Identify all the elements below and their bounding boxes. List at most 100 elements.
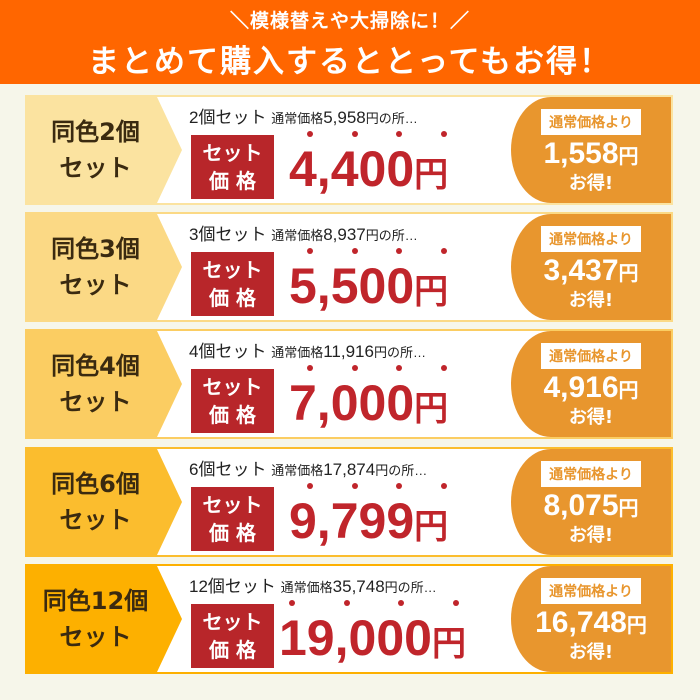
savings-amount: 1,558円 bbox=[511, 137, 671, 174]
otoku-text: お得! bbox=[568, 642, 614, 663]
set-price-value: 9,799 bbox=[289, 493, 415, 549]
set-price-value: 7,000 bbox=[289, 375, 415, 431]
emphasis-dot bbox=[452, 600, 459, 606]
regular-prefix: 通常価格 bbox=[271, 345, 324, 360]
set-label-line1: 同色2個 bbox=[51, 118, 140, 146]
header-title: まとめて購入するととってもお得！ bbox=[88, 44, 612, 80]
badge-line2: 価 格 bbox=[209, 403, 256, 427]
regular-price: 17,874 bbox=[323, 460, 376, 479]
otoku-text: お得! bbox=[568, 173, 614, 194]
set-count: 12個セット bbox=[189, 577, 276, 596]
emphasis-dot bbox=[307, 248, 313, 254]
set-label-line2: セット bbox=[59, 154, 132, 182]
emphasis-dot bbox=[440, 131, 447, 137]
emphasis-dot bbox=[440, 483, 447, 489]
set-label-line1: 同色4個 bbox=[51, 352, 140, 380]
yen-unit: 円 bbox=[414, 390, 449, 428]
badge-line2: 価 格 bbox=[209, 286, 256, 310]
emphasis-dot bbox=[307, 365, 313, 371]
set-price-value: 19,000 bbox=[279, 610, 432, 666]
price-row: 同色2個 セット 2個セット 通常価格5,958円の所… セット 価 格 4,4… bbox=[25, 95, 673, 205]
set-label: 同色2個 セット bbox=[27, 97, 182, 203]
regular-price: 8,937 bbox=[323, 225, 366, 244]
regular-suffix: 円の所… bbox=[384, 580, 437, 595]
emphasis-dot bbox=[307, 131, 313, 137]
regular-price: 11,916 bbox=[323, 342, 374, 361]
set-label-line1: 同色12個 bbox=[42, 587, 149, 615]
set-price-badge: セット 価 格 bbox=[191, 135, 274, 199]
yen-unit: 円 bbox=[414, 508, 449, 546]
set-label-line2: セット bbox=[59, 271, 132, 299]
yen-unit: 円 bbox=[618, 380, 639, 402]
savings-box: 通常価格より 16,748円 お得! bbox=[511, 566, 671, 672]
savings-box: 通常価格より 8,075円 お得! bbox=[511, 449, 671, 555]
savings-box: 通常価格より 4,916円 お得! bbox=[511, 331, 671, 437]
badge-line2: 価 格 bbox=[209, 521, 256, 545]
emphasis-dots bbox=[289, 600, 459, 606]
emphasis-dot bbox=[351, 131, 358, 137]
yen-unit: 円 bbox=[414, 156, 449, 194]
savings-amount: 8,075円 bbox=[511, 489, 671, 526]
header-subtitle: ＼模様替えや大掃除に！／ bbox=[229, 10, 470, 32]
savings-amount: 3,437円 bbox=[511, 254, 671, 291]
set-label-line2: セット bbox=[59, 388, 132, 416]
regular-price: 5,958 bbox=[323, 108, 366, 127]
savings-tag: 通常価格より bbox=[541, 578, 641, 604]
set-price: 19,000円 bbox=[279, 610, 466, 672]
badge-line1: セット bbox=[202, 258, 263, 282]
otoku-text: お得! bbox=[568, 407, 614, 428]
emphasis-dot bbox=[398, 600, 405, 606]
regular-suffix: 円の所… bbox=[373, 345, 426, 360]
price-row: 同色12個 セット 12個セット 通常価格35,748円の所… セット 価 格 … bbox=[25, 564, 673, 674]
emphasis-dot bbox=[351, 248, 358, 254]
set-price-value: 5,500 bbox=[289, 258, 415, 314]
header-banner: ＼模様替えや大掃除に！／ まとめて購入するととってもお得！ bbox=[0, 0, 700, 84]
emphasis-dot bbox=[440, 248, 447, 254]
emphasis-dots bbox=[307, 131, 447, 137]
badge-line2: 価 格 bbox=[209, 638, 256, 662]
emphasis-dot bbox=[396, 131, 403, 137]
badge-line1: セット bbox=[202, 141, 263, 165]
set-count: 3個セット bbox=[189, 225, 267, 244]
yen-unit: 円 bbox=[431, 625, 466, 663]
regular-price-line: 3個セット 通常価格8,937円の所… bbox=[189, 220, 418, 245]
yen-unit: 円 bbox=[626, 615, 647, 637]
emphasis-dot bbox=[396, 483, 403, 489]
yen-unit: 円 bbox=[414, 273, 449, 311]
set-label-line2: セット bbox=[59, 506, 132, 534]
savings-amount: 4,916円 bbox=[511, 371, 671, 408]
regular-suffix: 円の所… bbox=[375, 463, 428, 478]
set-label-line1: 同色6個 bbox=[51, 470, 140, 498]
savings-box: 通常価格より 1,558円 お得! bbox=[511, 97, 671, 203]
yen-unit: 円 bbox=[618, 263, 639, 285]
set-price-badge: セット 価 格 bbox=[191, 252, 274, 316]
otoku-text: お得! bbox=[568, 525, 614, 546]
set-price: 5,500円 bbox=[289, 258, 448, 320]
savings-value: 16,748 bbox=[535, 606, 627, 639]
badge-line1: セット bbox=[202, 610, 263, 634]
regular-price-line: 12個セット 通常価格35,748円の所… bbox=[189, 572, 437, 597]
savings-tag: 通常価格より bbox=[541, 109, 641, 135]
price-row: 同色3個 セット 3個セット 通常価格8,937円の所… セット 価 格 5,5… bbox=[25, 212, 673, 322]
set-label-line2: セット bbox=[59, 623, 132, 651]
regular-price-line: 6個セット 通常価格17,874円の所… bbox=[189, 455, 427, 480]
set-count: 2個セット bbox=[189, 108, 267, 127]
set-label: 同色4個 セット bbox=[27, 331, 182, 437]
regular-suffix: 円の所… bbox=[365, 111, 418, 126]
regular-prefix: 通常価格 bbox=[280, 580, 333, 595]
emphasis-dot bbox=[307, 483, 313, 489]
set-price: 4,400円 bbox=[289, 141, 448, 203]
set-label: 同色12個 セット bbox=[27, 566, 182, 672]
set-label: 同色6個 セット bbox=[27, 449, 182, 555]
savings-tag: 通常価格より bbox=[541, 226, 641, 252]
badge-line1: セット bbox=[202, 493, 263, 517]
set-label-line1: 同色3個 bbox=[51, 235, 140, 263]
savings-value: 3,437 bbox=[543, 254, 619, 287]
set-label: 同色3個 セット bbox=[27, 214, 182, 320]
regular-price-line: 4個セット 通常価格11,916円の所… bbox=[189, 337, 426, 362]
savings-box: 通常価格より 3,437円 お得! bbox=[511, 214, 671, 320]
emphasis-dot bbox=[351, 365, 358, 371]
badge-line2: 価 格 bbox=[209, 169, 256, 193]
set-price: 7,000円 bbox=[289, 375, 448, 437]
emphasis-dot bbox=[343, 600, 350, 606]
